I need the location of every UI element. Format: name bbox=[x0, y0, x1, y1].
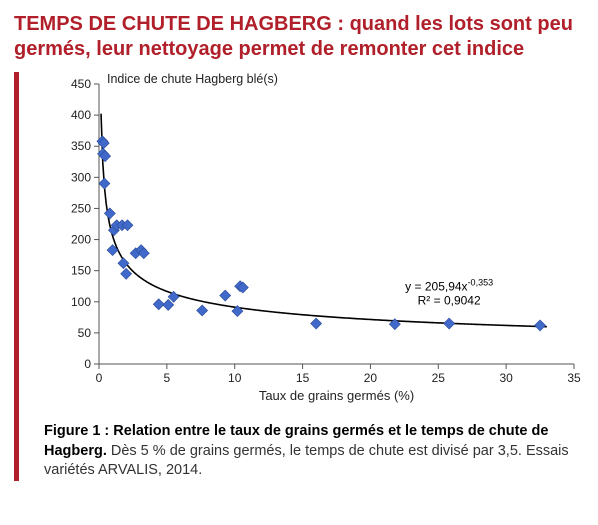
svg-text:150: 150 bbox=[71, 264, 91, 278]
svg-text:0: 0 bbox=[84, 357, 91, 371]
svg-text:15: 15 bbox=[296, 371, 310, 385]
svg-text:20: 20 bbox=[364, 371, 378, 385]
svg-text:100: 100 bbox=[71, 295, 91, 309]
svg-text:350: 350 bbox=[71, 139, 91, 153]
figure-caption: Figure 1 : Relation entre le taux de gra… bbox=[29, 422, 584, 481]
svg-text:0: 0 bbox=[96, 371, 103, 385]
svg-text:30: 30 bbox=[499, 371, 513, 385]
scatter-chart: 050100150200250300350400450Indice de chu… bbox=[29, 72, 584, 412]
chart-block: 050100150200250300350400450Indice de chu… bbox=[14, 72, 584, 481]
chart-headline: TEMPS DE CHUTE DE HAGBERG : quand les lo… bbox=[14, 12, 584, 62]
svg-text:35: 35 bbox=[567, 371, 581, 385]
svg-text:250: 250 bbox=[71, 201, 91, 215]
svg-text:400: 400 bbox=[71, 108, 91, 122]
svg-text:Taux de grains germés (%): Taux de grains germés (%) bbox=[259, 388, 414, 403]
svg-text:450: 450 bbox=[71, 77, 91, 91]
svg-text:300: 300 bbox=[71, 170, 91, 184]
svg-text:200: 200 bbox=[71, 233, 91, 247]
svg-text:50: 50 bbox=[78, 326, 92, 340]
svg-text:10: 10 bbox=[228, 371, 242, 385]
svg-text:25: 25 bbox=[432, 371, 446, 385]
svg-text:5: 5 bbox=[164, 371, 171, 385]
caption-rest: Dès 5 % de grains germés, le temps de ch… bbox=[44, 443, 569, 479]
svg-text:Indice de chute Hagberg blé(s): Indice de chute Hagberg blé(s) bbox=[107, 72, 278, 86]
svg-text:R² = 0,9042: R² = 0,9042 bbox=[418, 294, 481, 308]
